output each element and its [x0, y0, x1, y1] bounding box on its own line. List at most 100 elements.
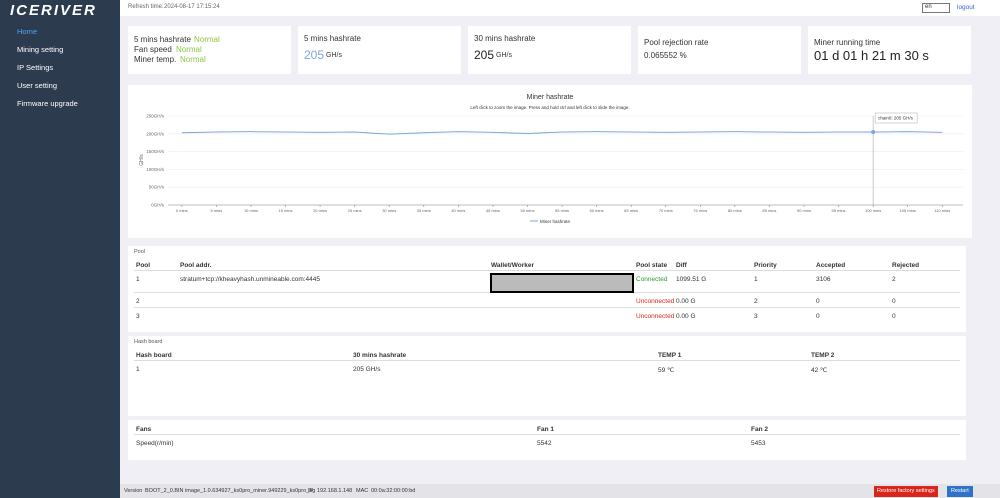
- footer-text: MAC: [356, 488, 369, 494]
- table-cell: 0.00 G: [676, 298, 696, 305]
- nav-item[interactable]: User setting: [17, 81, 58, 90]
- card-title: 5 mins hashrate: [304, 34, 361, 43]
- x-tick-label: 60 mins: [590, 208, 604, 213]
- restore-button[interactable]: Restore factory settings: [874, 486, 938, 497]
- card-unit: GH/s: [326, 52, 342, 59]
- card-value: 0.065552 %: [644, 51, 687, 60]
- nav-item[interactable]: Mining setting: [17, 45, 64, 54]
- card-title: Miner running time: [814, 38, 881, 47]
- table-cell: 3106: [816, 276, 831, 283]
- hover-point: [871, 130, 876, 135]
- divider: [134, 434, 960, 435]
- hash-board-card: Hash board Hash board 30 mins hashrate TEMP…: [128, 336, 966, 416]
- status-value: Normal: [180, 55, 206, 64]
- nav-item[interactable]: IP Settings: [17, 63, 54, 72]
- x-tick-label: 110 mins: [934, 208, 950, 213]
- logo: ICERIVER: [10, 2, 97, 19]
- column-header: Pool addr.: [180, 262, 212, 269]
- tooltip-text: chain0: 205 GH/s: [878, 116, 914, 121]
- y-tick-label: 0GH/s: [151, 203, 165, 208]
- status-value: Normal: [194, 35, 220, 44]
- series-line: [181, 131, 943, 135]
- nav-item[interactable]: Firmware upgrade: [17, 99, 78, 108]
- x-tick-label: 35 mins: [417, 208, 431, 213]
- table-cell: 2: [136, 298, 140, 305]
- x-tick-label: 5 mins: [211, 208, 223, 213]
- chart-subtitle: Left click to zoom the image. Press and …: [470, 105, 629, 110]
- status-label: Fan speed: [134, 45, 172, 54]
- x-tick-label: 55 mins: [555, 208, 569, 213]
- x-tick-label: 30 mins: [382, 208, 396, 213]
- y-tick-label: 50GH/s: [149, 185, 165, 190]
- table-cell: 5542: [537, 440, 552, 447]
- table-cell: stratum+tcp://kheavyhash.unmineable.com:…: [180, 276, 321, 283]
- status-label: Miner temp.: [134, 55, 177, 64]
- table-cell: Unconnected: [636, 298, 675, 305]
- redacted-wallet: [490, 273, 634, 293]
- table-cell: 0: [816, 313, 820, 320]
- table-cell: 1099.51 G: [676, 276, 707, 283]
- section-title: Hash board: [134, 339, 163, 345]
- table-cell: Speed(r/min): [136, 440, 174, 447]
- column-header: 30 mins hashrate: [353, 352, 407, 359]
- info-card: 5 mins hashrate 205 GH/s: [298, 26, 461, 74]
- x-tick-label: 85 mins: [762, 208, 776, 213]
- divider: [134, 270, 960, 271]
- footer-text: IP: [308, 488, 314, 494]
- table-cell: 1: [136, 366, 140, 373]
- table-cell: 1: [754, 276, 758, 283]
- card-value: 205: [304, 48, 325, 62]
- restart-button[interactable]: Restart: [947, 486, 973, 497]
- fans-card: Fans Fan 1 Fan 2 Speed(r/min) 5542 5453: [128, 420, 966, 460]
- x-tick-label: 20 mins: [313, 208, 327, 213]
- info-card: 30 mins hashrate 205 GH/s: [468, 26, 631, 74]
- table-cell: 2: [892, 276, 896, 283]
- table-cell: 0: [892, 298, 896, 305]
- y-tick-label: 250GH/s: [146, 114, 165, 119]
- x-tick-label: 75 mins: [693, 208, 707, 213]
- card-title: 30 mins hashrate: [474, 34, 536, 43]
- table-cell: 5453: [751, 440, 766, 447]
- table-cell: 2: [754, 298, 758, 305]
- x-tick-label: 45 mins: [486, 208, 500, 213]
- column-header: Priority: [754, 262, 777, 269]
- column-header: Hash board: [136, 352, 172, 359]
- x-tick-label: 15 mins: [279, 208, 293, 213]
- column-header: Pool state: [636, 262, 668, 269]
- table-cell: 1: [136, 276, 140, 283]
- card-value: 01 d 01 h 21 m 30 s: [814, 48, 929, 63]
- table-cell: Connected: [636, 276, 668, 283]
- x-tick-label: 100 mins: [865, 208, 881, 213]
- footer-text: BOOT_2_0.BIN image_1.0.634927_ks0pro_min…: [145, 488, 316, 494]
- column-header: Fan 1: [537, 426, 554, 433]
- pool-card: Pool Pool Pool addr. Wallet/Worker Pool stat…: [128, 246, 966, 332]
- section-title: Pool: [134, 249, 146, 255]
- divider: [134, 307, 960, 308]
- column-header: Diff: [676, 262, 687, 269]
- x-tick-label: 105 mins: [900, 208, 916, 213]
- language-select[interactable]: en: [922, 3, 950, 13]
- table-cell: 0: [892, 313, 896, 320]
- table-cell: 42 ℃: [811, 367, 828, 374]
- card-value: 205: [474, 48, 495, 62]
- refresh-time: 2024-08-17 17:15:24: [164, 4, 220, 10]
- chart-card: Miner hashrate Left click to zoom the ima…: [128, 85, 972, 238]
- x-tick-label: 10 mins: [244, 208, 258, 213]
- info-card: Miner running time 01 d 01 h 21 m 30 s: [808, 26, 971, 74]
- logout[interactable]: logout: [957, 4, 975, 11]
- footer-text: 192.168.1.148: [317, 488, 353, 494]
- chart-title: Miner hashrate: [527, 94, 574, 101]
- y-tick-label: 100GH/s: [146, 167, 165, 172]
- card-unit: GH/s: [496, 52, 512, 59]
- x-tick-label: 0 mins: [176, 208, 188, 213]
- nav-item[interactable]: Home: [17, 27, 38, 36]
- chart[interactable]: Miner hashrate Left click to zoom the ima…: [128, 85, 972, 238]
- status-card: 5 mins hashrate Normal Fan speed Normal Mine…: [128, 26, 291, 74]
- x-tick-label: 90 mins: [797, 208, 811, 213]
- y-axis-label: GH/s: [139, 154, 145, 166]
- table-cell: Unconnected: [636, 313, 675, 320]
- card-title: Pool rejection rate: [644, 38, 709, 47]
- status-value: Normal: [176, 45, 202, 54]
- column-header: TEMP 1: [658, 352, 682, 359]
- footer-text: Version: [124, 488, 143, 494]
